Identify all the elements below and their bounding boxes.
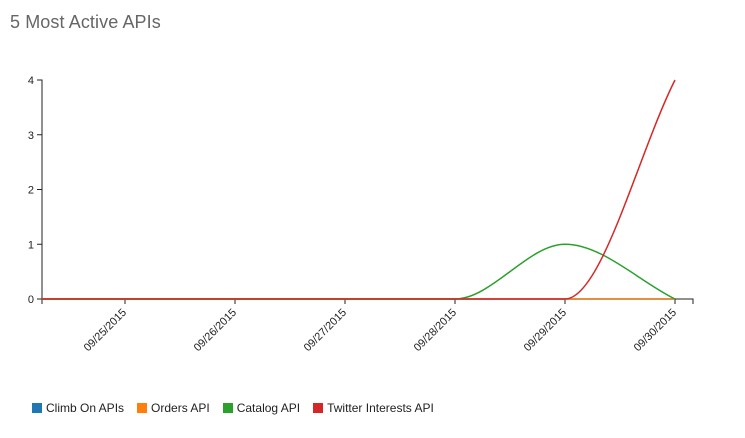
- legend-swatch: [222, 403, 233, 413]
- chart-lines: [41, 79, 676, 300]
- legend-label: Twitter Interests API: [327, 401, 434, 415]
- legend-swatch: [313, 403, 324, 413]
- x-tick-label: 09/25/2015: [82, 307, 129, 354]
- legend-label: Orders API: [151, 401, 210, 415]
- legend-swatch: [137, 403, 148, 413]
- y-tick-label: 3: [28, 130, 34, 142]
- x-tick-label: 09/28/2015: [412, 307, 459, 354]
- y-tick-label: 2: [28, 185, 34, 197]
- y-tick-label: 1: [28, 239, 34, 251]
- chart-legend: Climb On APIs Orders API Catalog API Twitte…: [32, 401, 447, 415]
- y-tick-label: 0: [28, 294, 34, 306]
- legend-item[interactable]: Twitter Interests API: [313, 401, 434, 415]
- legend-item[interactable]: Orders API: [137, 401, 210, 415]
- x-tick-label: 09/27/2015: [302, 307, 349, 354]
- x-tick-label: 09/29/2015: [522, 307, 569, 354]
- chart-axes: 0 1 2 3 4 09/25/2015 09/26/2015 09/27/2015 09/28…: [28, 75, 694, 354]
- y-tick-label: 4: [28, 75, 34, 87]
- legend-label: Catalog API: [236, 401, 301, 415]
- legend-label: Climb On APIs: [46, 401, 125, 415]
- series-line-twitter-interests-api: [41, 79, 676, 300]
- x-tick-label: 09/30/2015: [632, 307, 679, 354]
- x-tick-label: 09/26/2015: [192, 307, 239, 354]
- chart-title: 5 Most Active APIs: [10, 12, 161, 32]
- legend-item[interactable]: Catalog API: [222, 401, 301, 415]
- legend-swatch: [32, 403, 42, 413]
- legend-item[interactable]: Climb On APIs: [32, 401, 124, 415]
